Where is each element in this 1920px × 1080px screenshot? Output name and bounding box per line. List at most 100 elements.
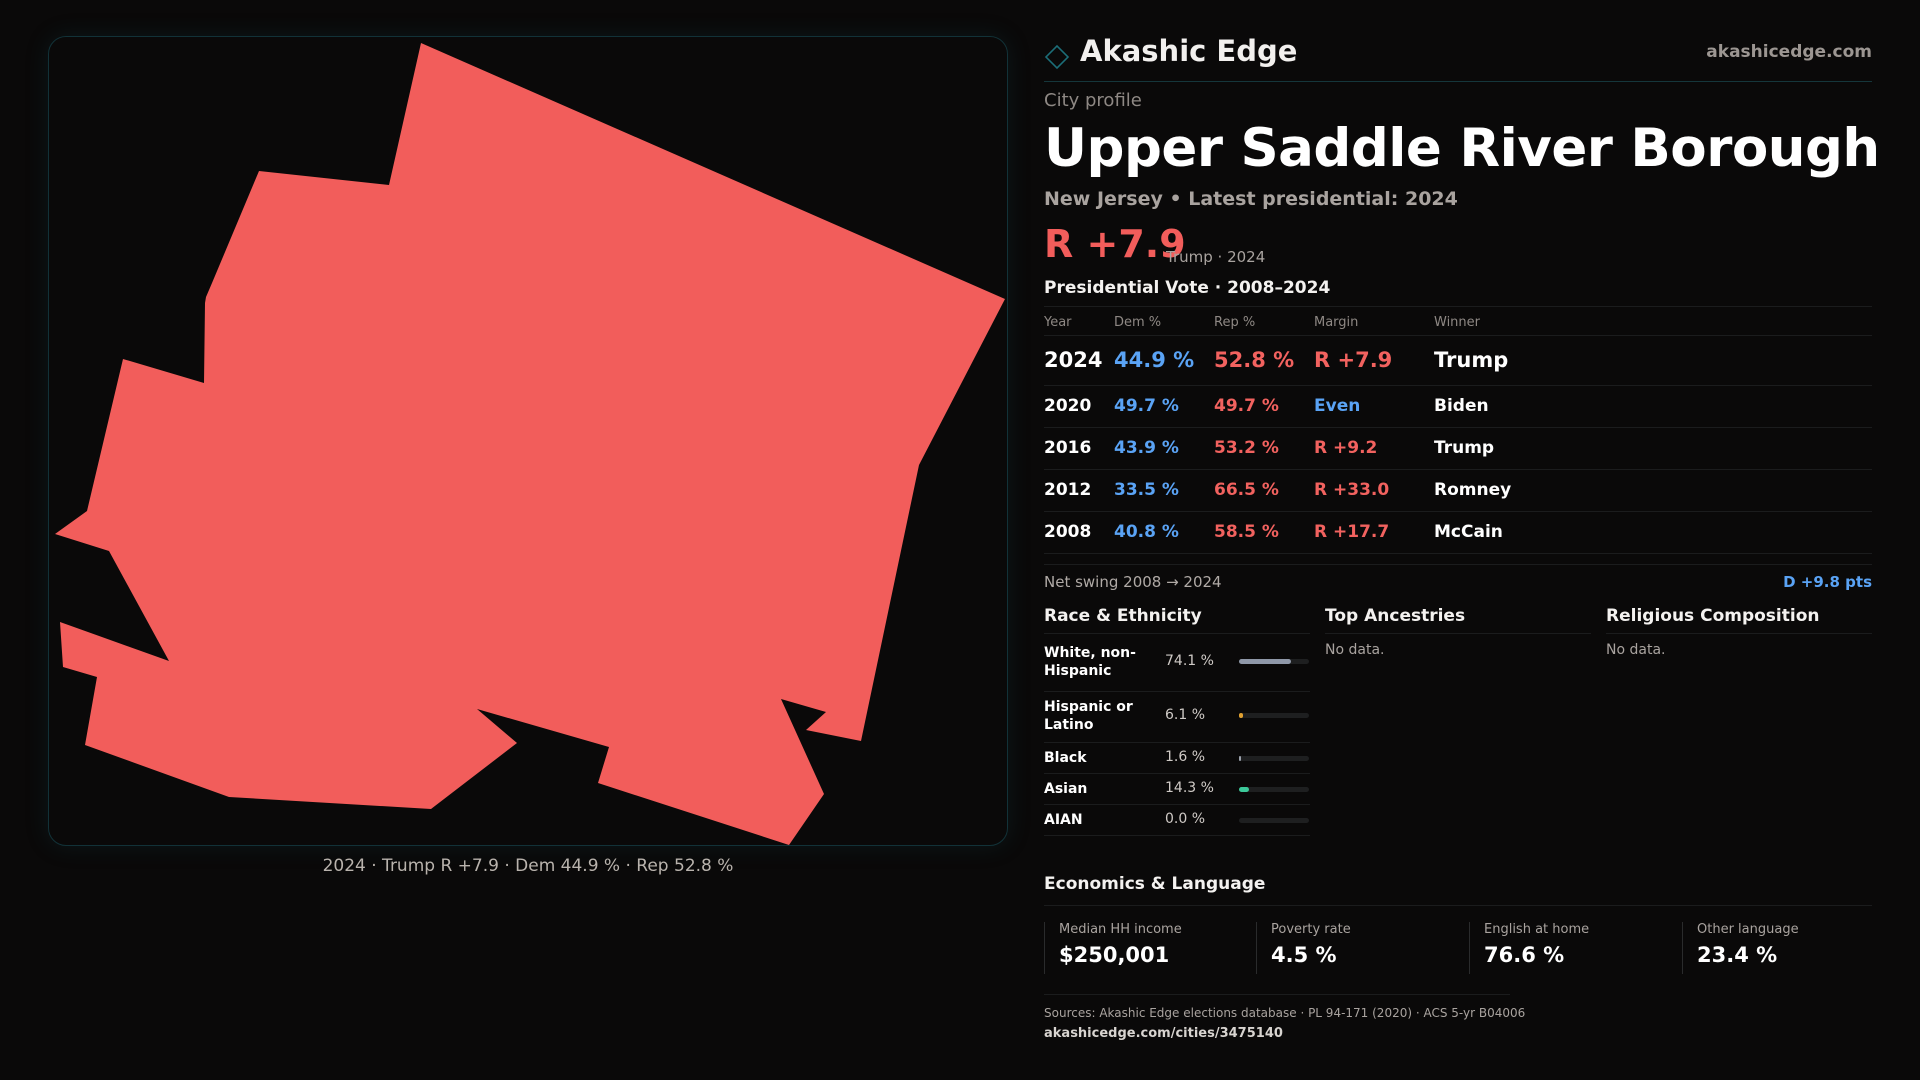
city-boundary-shape (55, 43, 1005, 845)
stat-value: 76.6 % (1484, 943, 1565, 967)
latest-margin-note: Trump · 2024 (1166, 248, 1266, 266)
cell-year: 2016 (1044, 438, 1092, 458)
stat-label: Median HH income (1059, 922, 1182, 937)
table-row: 2020 49.7 % 49.7 % Even Biden (1044, 386, 1872, 428)
col-winner: Winner (1434, 315, 1481, 330)
city-boundary-map (55, 43, 1005, 845)
divider (1044, 905, 1872, 906)
cell-margin: R +9.2 (1314, 438, 1378, 458)
presidential-heading: Presidential Vote · 2008–2024 (1044, 278, 1331, 298)
race-label: Asian (1044, 781, 1088, 797)
cell-dem: 33.5 % (1114, 480, 1179, 500)
race-row: AIAN 0.0 % (1044, 805, 1310, 836)
race-label: White, non-Hispanic (1044, 645, 1136, 679)
cell-margin: R +7.9 (1314, 348, 1393, 372)
cell-dem: 40.8 % (1114, 522, 1179, 542)
race-row: Asian 14.3 % (1044, 774, 1310, 805)
brand-header: Akashic Edge akashicedge.com (1044, 30, 1872, 82)
stat-other-language: Other language 23.4 % (1682, 922, 1892, 974)
race-bar-fill (1239, 713, 1244, 718)
table-header: Year Dem % Rep % Margin Winner (1044, 306, 1872, 336)
race-bar-fill (1239, 659, 1291, 664)
page-title: Upper Saddle River Borough (1044, 118, 1880, 179)
profile-kicker: City profile (1044, 90, 1142, 111)
divider (1044, 994, 1510, 995)
cell-margin: R +33.0 (1314, 480, 1390, 500)
cell-dem: 43.9 % (1114, 438, 1179, 458)
ancestries-empty: No data. (1325, 642, 1385, 658)
race-bar-track (1239, 713, 1309, 718)
cell-year: 2008 (1044, 522, 1092, 542)
cell-rep: 52.8 % (1214, 348, 1295, 372)
cell-winner: Biden (1434, 396, 1489, 416)
race-section: Race & Ethnicity White, non-Hispanic 74.… (1044, 604, 1310, 836)
table-row: 2012 33.5 % 66.5 % R +33.0 Romney (1044, 470, 1872, 512)
cell-year: 2020 (1044, 396, 1092, 416)
col-rep: Rep % (1214, 315, 1256, 330)
net-swing-label: Net swing 2008 → 2024 (1044, 573, 1222, 591)
presidential-table: Year Dem % Rep % Margin Winner 2024 44.9… (1044, 306, 1872, 554)
race-label: Black (1044, 750, 1087, 766)
stat-label: Other language (1697, 922, 1799, 937)
race-bar-track (1239, 787, 1309, 792)
stat-label: English at home (1484, 922, 1590, 937)
cell-dem: 44.9 % (1114, 348, 1195, 372)
map-caption: 2024 · Trump R +7.9 · Dem 44.9 % · Rep 5… (322, 856, 734, 876)
cell-winner: Romney (1434, 480, 1512, 500)
table-row: 2024 44.9 % 52.8 % R +7.9 Trump (1044, 336, 1872, 386)
race-row: Black 1.6 % (1044, 743, 1310, 774)
stat-median-income: Median HH income $250,001 (1044, 922, 1254, 974)
race-row: White, non-Hispanic 74.1 % (1044, 634, 1310, 692)
diamond-outline-icon (1044, 44, 1070, 70)
race-bar-fill (1239, 756, 1242, 761)
race-bar-fill (1239, 787, 1249, 792)
table-row: 2016 43.9 % 53.2 % R +9.2 Trump (1044, 428, 1872, 470)
cell-rep: 58.5 % (1214, 522, 1279, 542)
map-panel (48, 36, 1008, 846)
col-year: Year (1044, 315, 1072, 330)
cell-year: 2024 (1044, 348, 1103, 372)
brand-name: Akashic Edge (1080, 34, 1298, 68)
col-dem: Dem % (1114, 315, 1162, 330)
stat-value: 23.4 % (1697, 943, 1778, 967)
religion-section: Religious Composition No data. (1606, 604, 1872, 658)
source-url-link[interactable]: akashicedge.com/cities/3475140 (1044, 1026, 1283, 1041)
stat-value: $250,001 (1059, 943, 1170, 967)
ancestries-section: Top Ancestries No data. (1325, 604, 1591, 658)
cell-winner: Trump (1434, 438, 1495, 458)
race-value: 14.3 % (1165, 780, 1214, 796)
economics-heading: Economics & Language (1044, 874, 1266, 894)
profile-subline: New Jersey • Latest presidential: 2024 (1044, 188, 1458, 210)
ancestries-heading: Top Ancestries (1325, 604, 1591, 634)
net-swing-value: D +9.8 pts (1783, 573, 1872, 591)
race-bar-track (1239, 756, 1309, 761)
col-margin: Margin (1314, 315, 1359, 330)
cell-margin: R +17.7 (1314, 522, 1390, 542)
cell-dem: 49.7 % (1114, 396, 1179, 416)
race-value: 6.1 % (1165, 707, 1206, 723)
brand-site-link[interactable]: akashicedge.com (1706, 42, 1872, 62)
race-value: 1.6 % (1165, 749, 1206, 765)
net-swing-row: Net swing 2008 → 2024 D +9.8 pts (1044, 564, 1872, 594)
cell-rep: 49.7 % (1214, 396, 1279, 416)
table-row: 2008 40.8 % 58.5 % R +17.7 McCain (1044, 512, 1872, 554)
cell-margin: Even (1314, 396, 1361, 416)
race-value: 0.0 % (1165, 811, 1206, 827)
cell-rep: 66.5 % (1214, 480, 1279, 500)
race-bar-track (1239, 818, 1309, 823)
cell-winner: McCain (1434, 522, 1503, 542)
race-heading: Race & Ethnicity (1044, 604, 1310, 634)
race-label: AIAN (1044, 812, 1083, 828)
religion-heading: Religious Composition (1606, 604, 1872, 634)
race-label: Hispanic or Latino (1044, 699, 1133, 733)
cell-year: 2012 (1044, 480, 1092, 500)
race-row: Hispanic or Latino 6.1 % (1044, 692, 1310, 743)
stat-label: Poverty rate (1271, 922, 1351, 937)
stat-english-home: English at home 76.6 % (1469, 922, 1679, 974)
cell-winner: Trump (1434, 348, 1509, 372)
cell-rep: 53.2 % (1214, 438, 1279, 458)
race-value: 74.1 % (1165, 653, 1214, 669)
stat-poverty-rate: Poverty rate 4.5 % (1256, 922, 1466, 974)
stat-value: 4.5 % (1271, 943, 1337, 967)
religion-empty: No data. (1606, 642, 1666, 658)
